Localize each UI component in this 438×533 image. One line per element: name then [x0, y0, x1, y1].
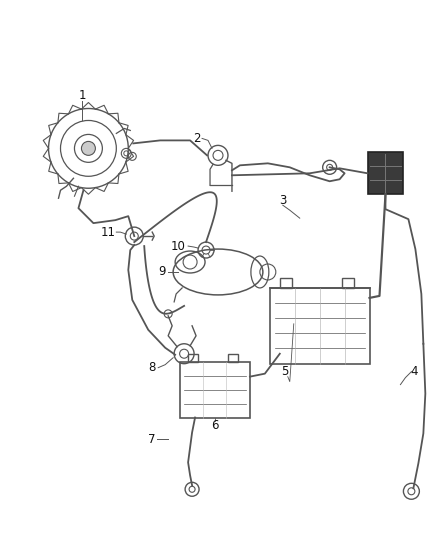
Text: 5: 5 [281, 365, 289, 378]
Circle shape [81, 141, 95, 155]
Text: 7: 7 [148, 433, 156, 446]
Text: 1: 1 [79, 89, 86, 102]
Bar [367, 152, 403, 194]
Bar [180, 362, 250, 417]
Text: 2: 2 [193, 132, 201, 145]
Text: 4: 4 [411, 365, 418, 378]
Text: 10: 10 [171, 239, 186, 253]
Text: 8: 8 [148, 361, 156, 374]
Bar [280, 278, 292, 288]
Text: 9: 9 [159, 265, 166, 278]
Bar [270, 288, 370, 364]
Bar [188, 354, 198, 362]
Bar [228, 354, 238, 362]
Text: 11: 11 [101, 225, 116, 239]
Bar [342, 278, 353, 288]
Text: 3: 3 [279, 193, 286, 207]
Text: 6: 6 [211, 419, 219, 432]
